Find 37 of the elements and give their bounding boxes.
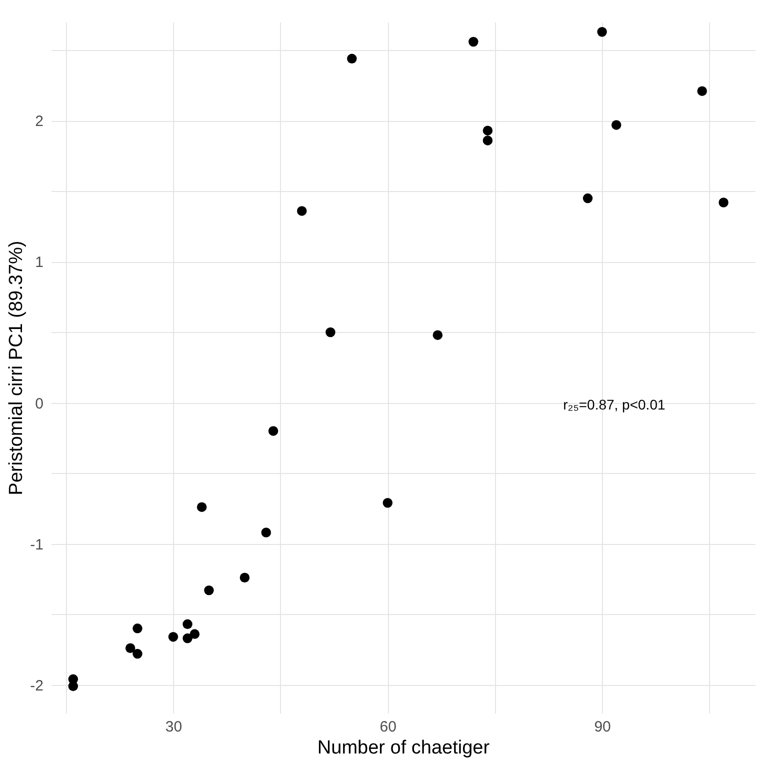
point (196, 502, 207, 512)
point (204, 585, 214, 596)
point (468, 36, 478, 47)
point (240, 572, 250, 582)
point (697, 86, 707, 96)
point (718, 198, 728, 208)
point (261, 528, 272, 538)
point (597, 27, 607, 37)
point (382, 498, 393, 508)
point (182, 633, 192, 644)
y-tick-label: -2 (30, 677, 44, 694)
x-tick-label: 90 (594, 718, 611, 736)
point (132, 624, 142, 634)
y-axis-title: Peristomial cirri PC1 (89.37%) (6, 240, 28, 496)
x-tick-label: 30 (165, 718, 182, 736)
point (125, 643, 136, 653)
y-tick-label: 2 (35, 113, 44, 130)
point (268, 426, 278, 436)
point (482, 136, 493, 146)
point (347, 54, 357, 64)
x-tick-label: 60 (380, 718, 396, 736)
y-tick-label: 0 (35, 395, 44, 412)
x-axis-title: Number of chaetiger (317, 738, 490, 758)
point (182, 619, 192, 630)
point (132, 648, 142, 659)
point (482, 126, 493, 136)
point (326, 327, 336, 338)
point (611, 120, 622, 130)
point (168, 632, 178, 642)
y-tick-label: 1 (35, 254, 44, 272)
point (296, 206, 307, 216)
point (190, 629, 200, 639)
y-tick-label: -1 (30, 536, 44, 554)
point (432, 330, 443, 340)
point (582, 193, 593, 204)
annotation: r₂₅=0.87, p<0.01 (563, 396, 666, 413)
point (68, 681, 78, 692)
